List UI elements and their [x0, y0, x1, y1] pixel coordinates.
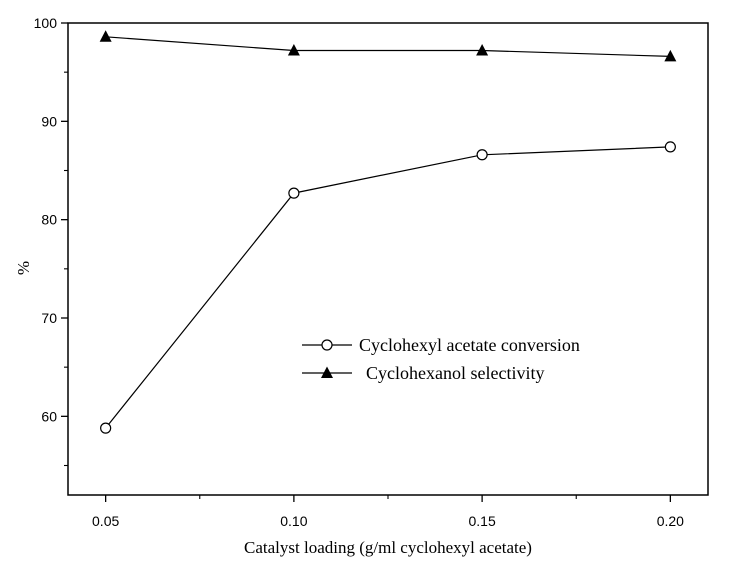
data-point-selectivity	[664, 49, 677, 62]
legend-marker-conversion	[321, 339, 333, 351]
y-tick-label: 70	[41, 310, 57, 326]
legend-marker-selectivity	[321, 366, 333, 378]
x-axis-title: Catalyst loading (g/ml cyclohexyl acetat…	[244, 538, 532, 557]
data-point-conversion	[100, 422, 112, 434]
series-line-conversion	[105, 146, 671, 429]
plot-frame	[67, 22, 709, 496]
legend-label-selectivity: Cyclohexanol selectivity	[366, 363, 544, 383]
x-tick-label: 0.15	[468, 513, 495, 529]
data-point-conversion	[288, 187, 300, 199]
legend: Cyclohexyl acetate conversion Cyclohexan…	[302, 335, 580, 383]
x-tick-label: 0.10	[280, 513, 307, 529]
y-tick-label: 80	[41, 212, 57, 228]
legend-label-conversion: Cyclohexyl acetate conversion	[359, 335, 580, 355]
data-point-selectivity	[287, 44, 300, 56]
y-tick-label: 90	[41, 113, 57, 129]
y-tick-label: 60	[41, 408, 57, 424]
x-tick-label: 0.05	[92, 513, 119, 529]
y-tick-label: 100	[34, 15, 58, 31]
data-point-conversion	[664, 141, 676, 153]
y-axis-title: %	[14, 261, 33, 275]
series-line-selectivity	[105, 36, 671, 57]
x-tick-label: 0.20	[657, 513, 684, 529]
data-point-conversion	[476, 149, 488, 161]
data-point-selectivity	[476, 44, 489, 56]
data-point-selectivity	[99, 30, 112, 42]
